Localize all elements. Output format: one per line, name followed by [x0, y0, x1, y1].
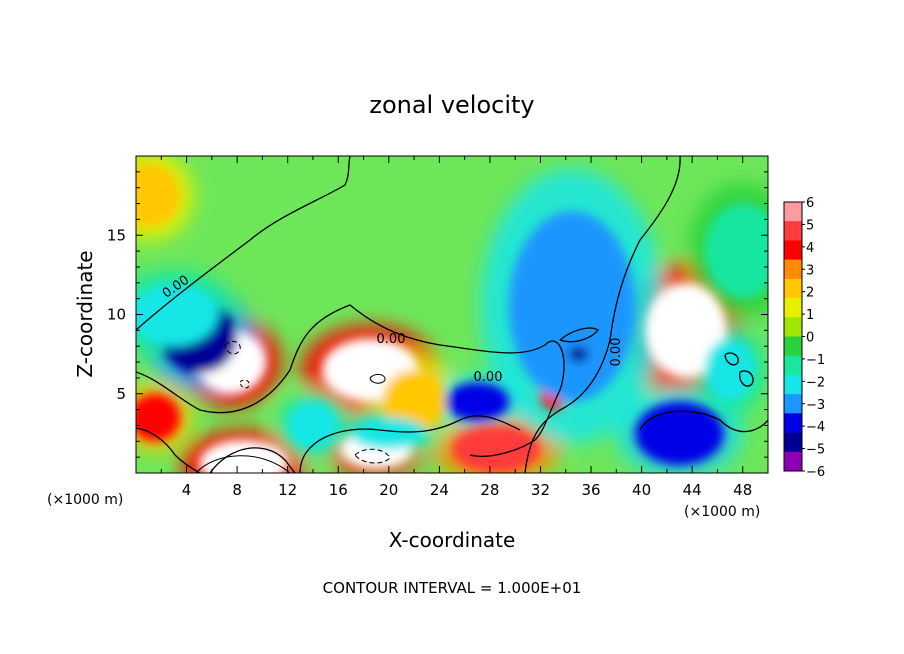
colorbar-swatch: [784, 413, 802, 433]
field-core: [136, 282, 219, 347]
x-tick-label: 44: [683, 481, 702, 499]
x-axis-title: X-coordinate: [389, 528, 516, 552]
contour-line: [136, 427, 201, 473]
colorbar-label: 0: [806, 331, 814, 346]
chart-title: zonal velocity: [369, 91, 534, 119]
field-core: [445, 382, 509, 421]
field-core: [199, 439, 288, 473]
contour-line: [224, 340, 241, 355]
colorbar-label: −2: [806, 375, 825, 390]
contour-interval-note: CONTOUR INTERVAL = 1.000E+01: [323, 579, 582, 597]
contour-line: [209, 447, 296, 473]
y-tick-label: 5: [116, 385, 126, 403]
colorbar-label: 6: [806, 196, 814, 211]
zero-contour-lines: [136, 156, 768, 473]
colorbar-swatch: [784, 240, 802, 260]
colorbar-label: 2: [806, 286, 814, 301]
field-core: [136, 163, 181, 228]
colorbar-swatch: [784, 221, 802, 241]
colorbar-label: 4: [806, 241, 814, 256]
contour-line: [299, 415, 521, 473]
field-core: [704, 203, 768, 299]
x-tick-label: 40: [632, 481, 651, 499]
contour-line: [639, 410, 768, 433]
colorbar-label: 3: [806, 263, 814, 278]
contour-line: [136, 304, 565, 457]
contour-line: [195, 455, 291, 473]
contour-line: [369, 373, 386, 384]
contour-label: 0.00: [474, 370, 503, 385]
colorbar-label: −4: [806, 420, 825, 435]
field-core: [136, 393, 181, 442]
field-core: [508, 211, 636, 402]
colorbar-swatch: [784, 374, 802, 395]
x-tick-label: 28: [480, 481, 499, 499]
field-core: [704, 338, 756, 402]
colorbar-swatch: [784, 202, 802, 222]
x-tick-label: 36: [581, 481, 600, 499]
y-axis-title: Z-coordinate: [73, 250, 97, 377]
field-core: [452, 425, 541, 473]
field-core: [287, 401, 339, 450]
plot-area: 0.000.000.000.00: [136, 156, 768, 473]
contour-label: 0.00: [609, 338, 624, 367]
colorbar-label: −1: [806, 353, 825, 368]
colorbar-swatch: [784, 298, 802, 318]
x-tick-label: 32: [531, 481, 550, 499]
colorbar-label: −3: [806, 398, 825, 413]
contour-line: [724, 352, 739, 366]
colorbar-swatch: [784, 432, 802, 453]
colorbar-swatch: [784, 317, 802, 337]
x-unit-label-right: (×1000 m): [684, 504, 760, 520]
field-core: [568, 346, 589, 363]
colorbar-label: −6: [806, 465, 825, 480]
colorbar-label: −5: [806, 443, 825, 458]
y-tick-label: 15: [107, 226, 126, 244]
y-tick-label: 10: [107, 306, 126, 324]
field-core: [382, 369, 446, 434]
colorbar-label: 1: [806, 308, 814, 323]
x-tick-label: 12: [278, 481, 297, 499]
colorbar-swatch: [784, 278, 802, 299]
contour-line: [136, 156, 351, 331]
field-core: [645, 282, 727, 378]
x-tick-label: 4: [182, 481, 192, 499]
contour-line: [524, 156, 681, 473]
colorbar-swatch: [784, 259, 802, 280]
contour-line: [354, 448, 391, 464]
x-tick-label: 16: [329, 481, 348, 499]
x-tick-label: 48: [733, 481, 752, 499]
x-tick-label: 20: [379, 481, 398, 499]
x-unit-label-left: (×1000 m): [47, 492, 123, 508]
colorbar-swatch: [784, 336, 802, 357]
field-core: [635, 401, 724, 466]
contour-line: [559, 327, 599, 343]
x-tick-label: 24: [430, 481, 449, 499]
x-tick-label: 8: [232, 481, 242, 499]
colorbar-swatch: [784, 355, 802, 376]
colorbar-swatch: [784, 451, 802, 472]
colorbar: 6 5 4 3 2 1 0 −1 −2 −3 −4 −5 −6: [783, 196, 825, 480]
contour-line: [239, 379, 250, 389]
contour-line: [739, 370, 754, 387]
contour-label: 0.00: [377, 332, 406, 347]
field-core: [350, 417, 427, 450]
colorbar-label: 5: [806, 218, 814, 233]
colorbar-swatch: [784, 394, 802, 414]
